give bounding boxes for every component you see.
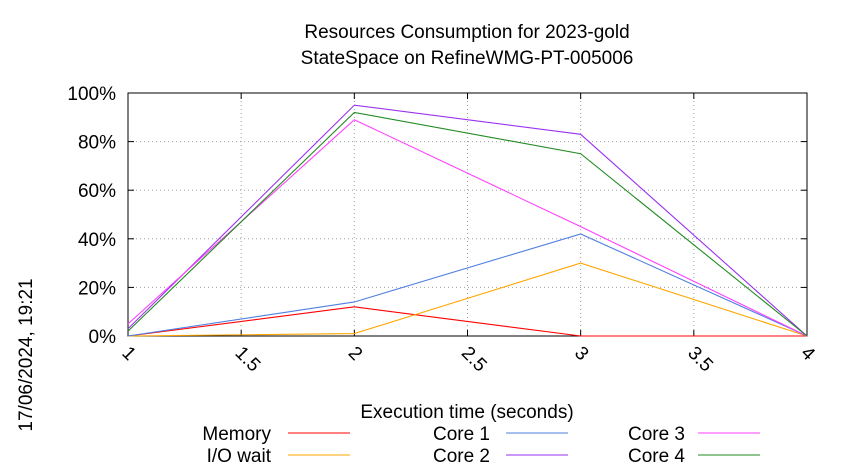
y-tick-label: 80% [78, 133, 116, 154]
legend-label: I/O wait [207, 446, 272, 467]
series-line-core-2 [127, 104, 808, 337]
x-tick-label: 1 [117, 343, 139, 365]
grid [128, 93, 807, 336]
x-tick-label: 2.5 [457, 343, 491, 377]
x-tick-label: 1.5 [231, 343, 265, 377]
y-tick-label: 0% [89, 327, 117, 348]
series-line-core-1 [127, 233, 808, 337]
legend-label: Core 3 [628, 424, 685, 445]
chart-title-line1: Resources Consumption for 2023-gold [304, 22, 629, 43]
x-axis-label: Execution time (seconds) [360, 402, 573, 423]
y-tick-label: 20% [78, 278, 116, 299]
axis-ticks: 0% 20% 40% 60% 80% 100% 1 1.5 2 2.5 3 3.5 4 [67, 84, 819, 376]
x-tick-label: 3.5 [683, 343, 717, 377]
legend-label: Memory [202, 424, 271, 445]
series-line-i-o-wait [127, 262, 808, 337]
y-tick-label: 100% [67, 84, 116, 105]
series-line-core-4 [127, 111, 808, 337]
legend-label: Core 2 [433, 446, 490, 467]
y-tick-label: 60% [78, 181, 116, 202]
x-tick-label: 4 [796, 343, 819, 366]
legend-label: Core 4 [628, 446, 685, 467]
series-line-memory [127, 306, 807, 337]
timestamp-label: 17/06/2024, 19:21 [16, 278, 37, 431]
legend-label: Core 1 [433, 424, 490, 445]
x-tick-label: 3 [570, 343, 592, 365]
x-tick-label: 2 [344, 343, 366, 365]
chart-title-line2: StateSpace on RefineWMG-PT-005006 [301, 48, 634, 69]
series-lines [127, 104, 808, 337]
y-tick-label: 40% [78, 230, 116, 251]
